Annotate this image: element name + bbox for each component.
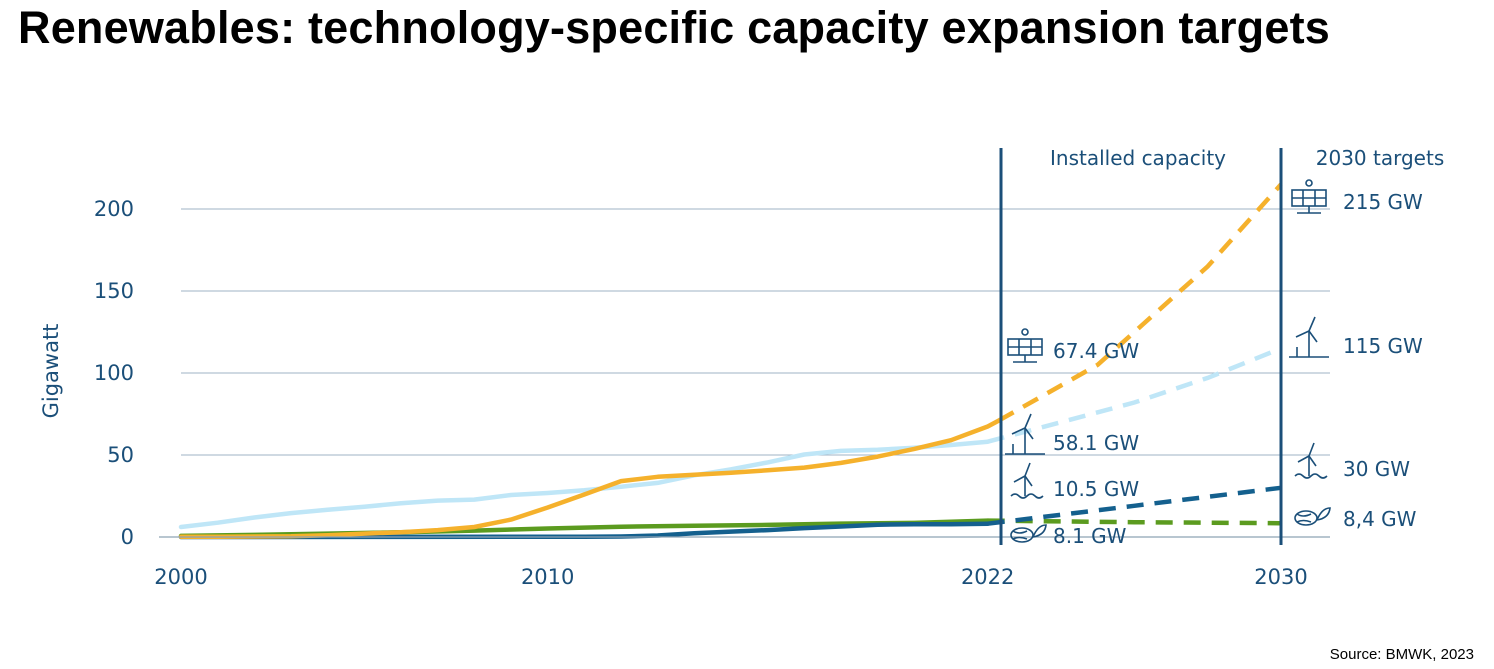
sun-shape bbox=[1305, 179, 1313, 187]
installed-value-label: 67.4 GW bbox=[1053, 339, 1139, 363]
blade bbox=[1024, 427, 1034, 440]
waves bbox=[1294, 473, 1328, 479]
target-value-label: 30 GW bbox=[1343, 457, 1410, 481]
onshore-wind-icon bbox=[1005, 413, 1045, 455]
leaf bbox=[1316, 507, 1331, 521]
offshore-wind-icon bbox=[1294, 442, 1328, 479]
annotations: Installed capacity 2030 targets 67.4 GW 58.… bbox=[1005, 146, 1444, 548]
x-tick-label: 2030 bbox=[1254, 565, 1307, 589]
blade bbox=[1308, 316, 1316, 332]
source-note: Source: BMWK, 2023 bbox=[1329, 646, 1474, 663]
biomass-icon bbox=[1294, 507, 1331, 526]
blade bbox=[1013, 475, 1026, 483]
sun-shape bbox=[1021, 328, 1029, 336]
blade bbox=[1308, 455, 1317, 467]
biomass-icon bbox=[1010, 524, 1047, 543]
x-tick-label: 2000 bbox=[154, 565, 207, 589]
blade bbox=[1024, 413, 1032, 429]
blade bbox=[1024, 462, 1031, 477]
onshore-wind-icon bbox=[1289, 316, 1329, 358]
installed-value-label: 58.1 GW bbox=[1053, 431, 1139, 455]
axes: 0 50 100 150 200 2000 2010 2022 2030 Gigawatt bbox=[39, 148, 1330, 589]
series-line-historical bbox=[178, 439, 990, 530]
x-tick-label: 2010 bbox=[521, 565, 574, 589]
target-value-label: 8,4 GW bbox=[1343, 507, 1417, 531]
x-tick-label: 2022 bbox=[961, 565, 1014, 589]
blade bbox=[1024, 475, 1033, 487]
y-tick-label: 0 bbox=[121, 525, 134, 549]
targets-heading: 2030 targets bbox=[1316, 146, 1445, 170]
blade bbox=[1308, 442, 1315, 457]
y-axis-label: Gigawatt bbox=[39, 324, 63, 419]
y-tick-label: 200 bbox=[94, 197, 134, 221]
biomass-bale bbox=[1010, 527, 1034, 543]
offshore-wind-icon bbox=[1010, 462, 1044, 499]
series-line-projection bbox=[987, 346, 1282, 444]
gridlines bbox=[181, 208, 1330, 456]
target-value-label: 115 GW bbox=[1343, 334, 1423, 358]
leaf bbox=[1032, 524, 1047, 538]
waves bbox=[1010, 493, 1044, 499]
series-line-projection bbox=[987, 485, 1282, 526]
biomass-lines bbox=[1296, 513, 1312, 523]
blade bbox=[1308, 330, 1318, 343]
blade bbox=[1011, 427, 1026, 435]
series-line-historical bbox=[178, 518, 990, 539]
blade bbox=[1295, 330, 1310, 338]
solar-panel-icon bbox=[1007, 328, 1043, 363]
installed-value-label: 8.1 GW bbox=[1053, 524, 1127, 548]
y-tick-label: 50 bbox=[107, 443, 134, 467]
installed-capacity-heading: Installed capacity bbox=[1050, 146, 1226, 170]
series-line-projection bbox=[997, 182, 1283, 423]
installed-value-label: 10.5 GW bbox=[1053, 477, 1139, 501]
target-value-label: 215 GW bbox=[1343, 190, 1423, 214]
page-title: Renewables: technology-specific capacity… bbox=[18, 2, 1331, 53]
biomass-bale bbox=[1294, 510, 1318, 526]
biomass-lines bbox=[1012, 530, 1028, 540]
series-line-historical bbox=[178, 418, 1001, 540]
blade bbox=[1297, 455, 1310, 463]
y-tick-label: 100 bbox=[94, 361, 134, 385]
solar-panel-icon bbox=[1291, 179, 1327, 214]
series-line-projection bbox=[987, 518, 1282, 526]
y-tick-label: 150 bbox=[94, 279, 134, 303]
